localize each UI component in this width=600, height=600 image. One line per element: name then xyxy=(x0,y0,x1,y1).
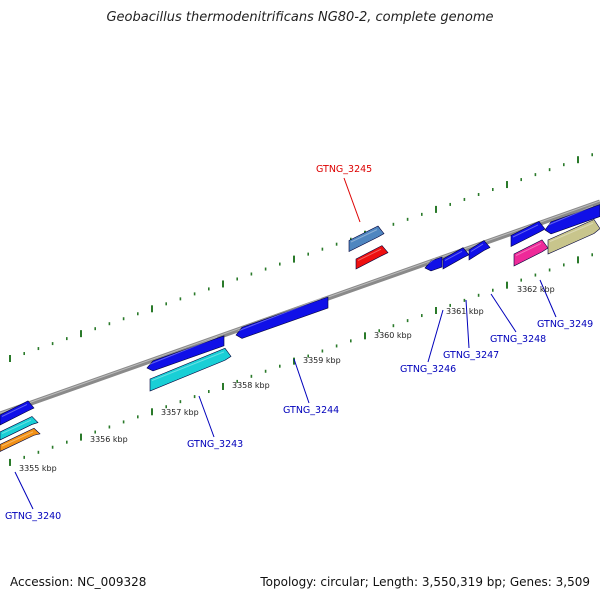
gene-label-gtng-3246[interactable]: GTNG_3246 xyxy=(400,364,456,375)
gene-pink-3362-shine xyxy=(515,243,542,256)
gene-gtng-3245-blue xyxy=(348,225,385,252)
gene-label-gtng-3243[interactable]: GTNG_3243 xyxy=(187,439,243,450)
gene-gtng-3244-shine xyxy=(237,298,322,332)
leader-gtng-3248 xyxy=(490,293,517,333)
gene-upper-3357-shine xyxy=(148,336,218,365)
gene-gtng-3245 xyxy=(355,245,389,270)
gene-gtng-3244 xyxy=(235,296,329,339)
tick-rows xyxy=(9,153,594,466)
gene-upper-3362-shine xyxy=(512,224,539,238)
gene-pink-3362 xyxy=(513,239,549,267)
kbp-label: 3360 kbp xyxy=(374,331,412,340)
genes xyxy=(0,204,600,452)
gene-gtng-3243-shine xyxy=(151,351,225,381)
kbp-labels: 3355 kbp 3356 kbp 3357 kbp 3358 kbp 3359… xyxy=(19,285,555,473)
kbp-label: 3362 kbp xyxy=(517,285,555,294)
kbp-label: 3355 kbp xyxy=(19,464,57,473)
gene-gtng-3245-blue-shine xyxy=(350,229,378,243)
gene-gtng-3248 xyxy=(468,240,491,261)
gene-gtng-3249 xyxy=(544,204,600,235)
leader-gtng-3247 xyxy=(465,299,470,349)
leader-gtng-3243 xyxy=(198,395,215,438)
gene-gtng-3247-shine xyxy=(444,250,463,261)
kbp-label: 3359 kbp xyxy=(303,356,341,365)
gene-khaki-3362-shine xyxy=(549,222,594,242)
kbp-label: 3356 kbp xyxy=(90,435,128,444)
gene-gtng-3240-c-shine xyxy=(1,431,34,447)
label-leaders xyxy=(14,177,557,510)
gene-label-gtng-3240[interactable]: GTNG_3240 xyxy=(5,511,61,522)
gene-gtng-3246-shine xyxy=(426,258,436,265)
gene-gtng-3246 xyxy=(424,256,443,272)
leader-gtng-3249 xyxy=(539,279,557,318)
gene-khaki-3362 xyxy=(547,219,600,255)
gene-gtng-3249-shine xyxy=(546,205,594,226)
genome-title: Geobacillus thermodenitrificans NG80-2, … xyxy=(106,10,494,25)
leader-gtng-3246 xyxy=(427,309,444,363)
gene-gtng-3247 xyxy=(442,247,470,270)
leader-gtng-3244 xyxy=(293,358,310,404)
gene-label-gtng-3248[interactable]: GTNG_3248 xyxy=(490,334,546,345)
gene-label-gtng-3249[interactable]: GTNG_3249 xyxy=(537,319,593,330)
gene-gtng-3240-a-shine xyxy=(1,404,28,417)
gene-gtng-3248-shine xyxy=(470,243,484,252)
gene-gtng-3240-b xyxy=(0,416,39,441)
gene-gtng-3245-shine xyxy=(357,248,382,261)
gene-labels: GTNG_3245 GTNG_3240 GTNG_3243 GTNG_3244 … xyxy=(5,164,593,522)
gene-gtng-3240-c xyxy=(0,427,41,452)
gene-upper-3357 xyxy=(146,335,225,372)
kbp-label: 3357 kbp xyxy=(161,408,199,417)
genome-summary-text: Topology: circular; Length: 3,550,319 bp… xyxy=(260,575,590,589)
kbp-label: 3358 kbp xyxy=(232,381,270,390)
gene-label-gtng-3244[interactable]: GTNG_3244 xyxy=(283,405,339,416)
gene-gtng-3240-a xyxy=(0,400,35,426)
kbp-label: 3361 kbp xyxy=(446,307,484,316)
gene-gtng-3243 xyxy=(149,347,232,392)
accession-text: Accession: NC_009328 xyxy=(10,575,147,589)
gene-label-gtng-3247[interactable]: GTNG_3247 xyxy=(443,350,499,361)
gene-upper-3362 xyxy=(510,220,546,247)
leader-gtng-3245 xyxy=(343,177,361,223)
gene-gtng-3240-b-shine xyxy=(1,419,32,434)
leader-gtng-3240 xyxy=(14,471,34,510)
gene-label-gtng-3245[interactable]: GTNG_3245 xyxy=(316,164,372,175)
